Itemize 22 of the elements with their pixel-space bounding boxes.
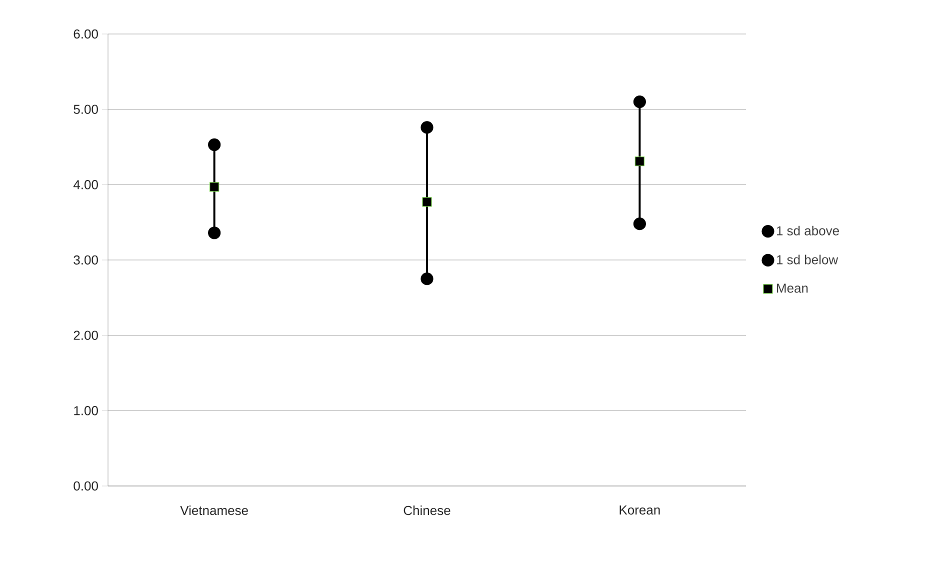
y-tick-label: 5.00 [74,104,98,114]
point [208,138,221,152]
y-tick-label: 4.00 [73,180,98,190]
point [422,197,432,207]
point [420,121,434,134]
y-tick-label: 6.00 [74,29,98,39]
legend-label: 1 sd below [776,254,838,264]
point [420,272,434,286]
legend-label: Mean [777,284,808,293]
legend-label: 1 sd above [776,226,839,236]
point [634,156,644,166]
point [208,226,221,240]
y-tick-label: 0.00 [74,481,98,491]
point [633,95,646,108]
x-tick-label: Chinese [404,506,450,516]
point [210,182,220,192]
y-tick-label: 2.00 [74,330,98,340]
y-tick-label: 1.00 [74,406,98,416]
x-tick-label: Korean [620,506,660,515]
point [633,218,646,230]
x-tick-label: Vietnamese [180,506,248,516]
y-tick-label: 3.00 [74,255,98,265]
